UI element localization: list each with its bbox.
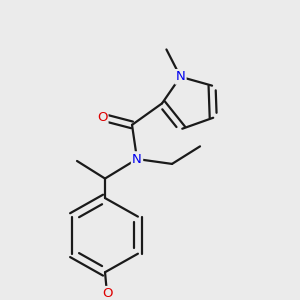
Text: O: O [97, 111, 107, 124]
Text: O: O [102, 287, 112, 300]
Text: N: N [132, 152, 142, 166]
Text: N: N [176, 70, 185, 83]
